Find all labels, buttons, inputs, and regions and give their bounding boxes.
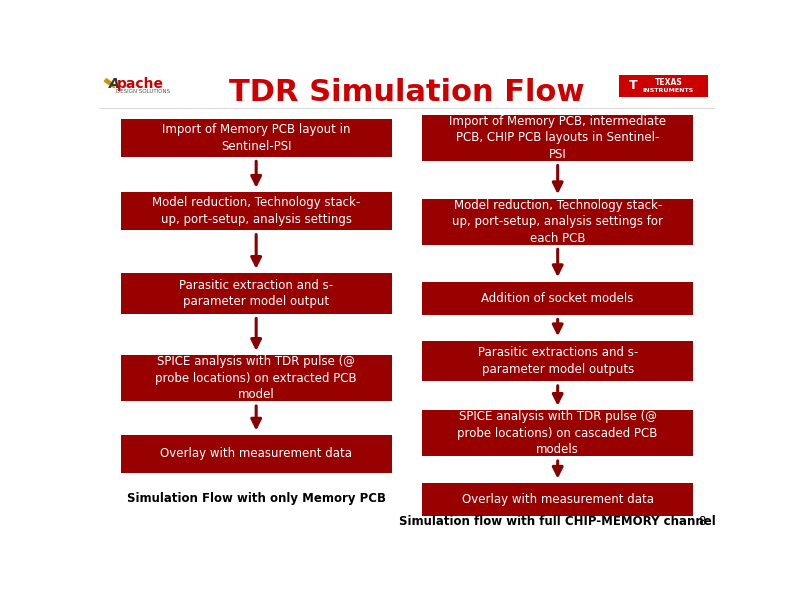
FancyBboxPatch shape xyxy=(121,435,391,473)
Text: pache: pache xyxy=(117,77,164,91)
Text: A: A xyxy=(109,77,120,91)
Text: Simulation Flow with only Memory PCB: Simulation Flow with only Memory PCB xyxy=(127,492,386,505)
Text: Overlay with measurement data: Overlay with measurement data xyxy=(461,493,653,506)
Text: Simulation flow with full CHIP-MEMORY channel: Simulation flow with full CHIP-MEMORY ch… xyxy=(399,515,716,528)
FancyBboxPatch shape xyxy=(422,115,693,161)
Text: Parasitic extraction and s-
parameter model output: Parasitic extraction and s- parameter mo… xyxy=(179,279,333,308)
FancyBboxPatch shape xyxy=(121,119,391,156)
Text: SPICE analysis with TDR pulse (@
probe locations) on cascaded PCB
models: SPICE analysis with TDR pulse (@ probe l… xyxy=(457,411,658,456)
Text: 8: 8 xyxy=(698,515,705,528)
FancyBboxPatch shape xyxy=(121,274,391,314)
FancyBboxPatch shape xyxy=(121,192,391,230)
Text: Overlay with measurement data: Overlay with measurement data xyxy=(160,447,353,461)
Text: Model reduction, Technology stack-
up, port-setup, analysis settings for
each PC: Model reduction, Technology stack- up, p… xyxy=(453,199,663,245)
Text: Model reduction, Technology stack-
up, port-setup, analysis settings: Model reduction, Technology stack- up, p… xyxy=(152,196,360,226)
Text: Import of Memory PCB, intermediate
PCB, CHIP PCB layouts in Sentinel-
PSI: Import of Memory PCB, intermediate PCB, … xyxy=(449,115,666,161)
Text: Parasitic extractions and s-
parameter model outputs: Parasitic extractions and s- parameter m… xyxy=(477,346,638,375)
FancyBboxPatch shape xyxy=(422,483,693,516)
FancyBboxPatch shape xyxy=(422,341,693,381)
Text: T: T xyxy=(628,79,637,92)
FancyBboxPatch shape xyxy=(422,281,693,315)
Text: Addition of socket models: Addition of socket models xyxy=(481,292,634,305)
FancyBboxPatch shape xyxy=(422,411,693,456)
Text: TDR Simulation Flow: TDR Simulation Flow xyxy=(229,77,584,107)
Text: TEXAS: TEXAS xyxy=(654,78,682,87)
Text: Import of Memory PCB layout in
Sentinel-PSI: Import of Memory PCB layout in Sentinel-… xyxy=(162,123,350,152)
FancyBboxPatch shape xyxy=(121,355,391,401)
Text: DESIGN SOLUTIONS: DESIGN SOLUTIONS xyxy=(117,89,171,93)
FancyBboxPatch shape xyxy=(619,74,708,96)
Text: INSTRUMENTS: INSTRUMENTS xyxy=(642,87,694,92)
Text: SPICE analysis with TDR pulse (@
probe locations) on extracted PCB
model: SPICE analysis with TDR pulse (@ probe l… xyxy=(156,355,357,402)
FancyBboxPatch shape xyxy=(422,199,693,245)
